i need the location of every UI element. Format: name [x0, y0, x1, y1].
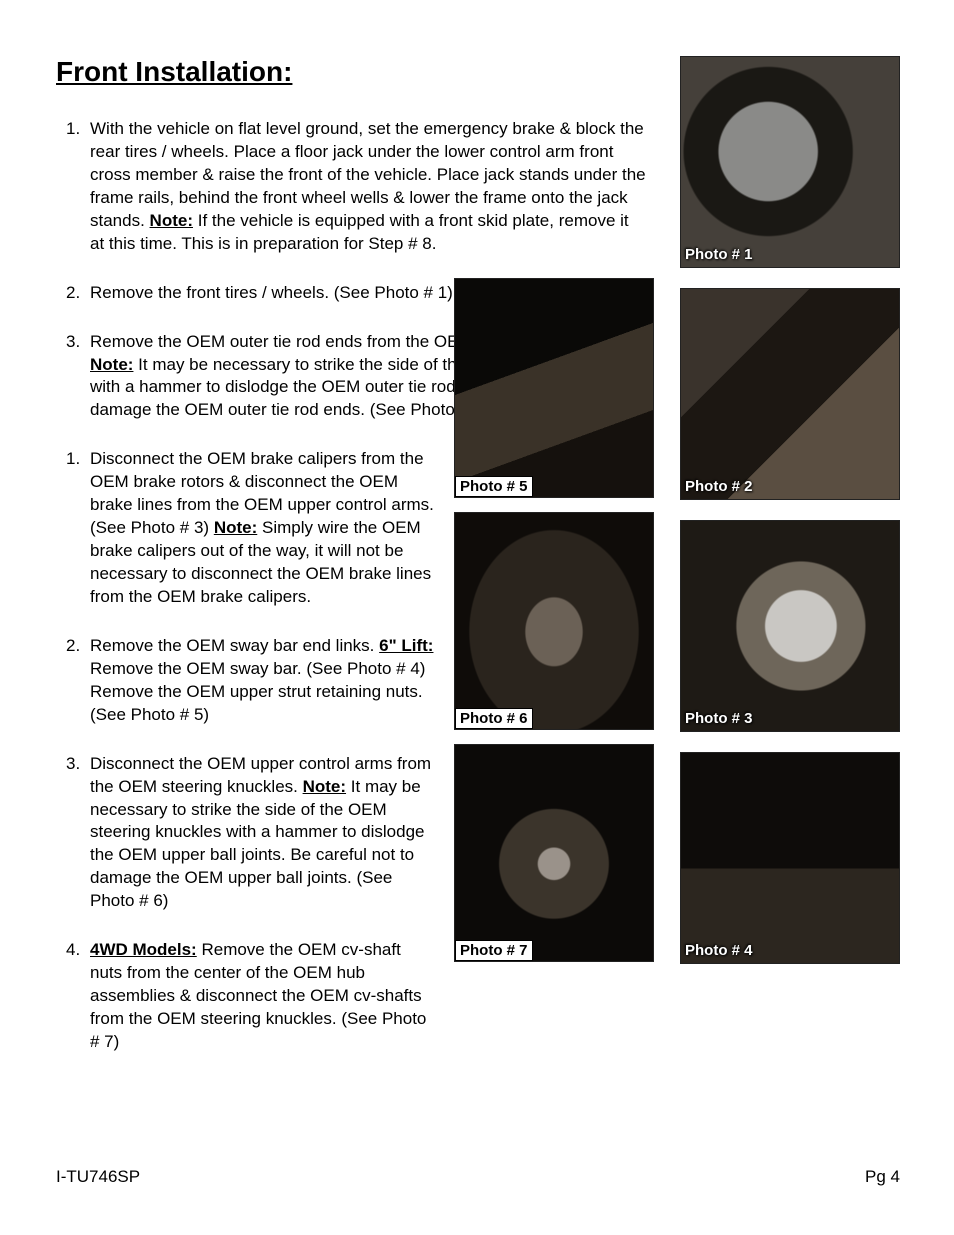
step-5: Remove the OEM sway bar end links. 6" Li…: [56, 635, 436, 727]
page-footer: I-TU746SP Pg 4: [56, 1167, 900, 1187]
photo-label: Photo # 2: [685, 478, 753, 495]
photo-1: Photo # 1: [680, 56, 900, 268]
photo-4: Photo # 4: [680, 752, 900, 964]
photo-image: [455, 279, 653, 497]
photo-image: [681, 753, 899, 963]
step-4: Disconnect the OEM brake calipers from t…: [56, 448, 436, 609]
photo-3: Photo # 3: [680, 520, 900, 732]
step-7: 4WD Models: Remove the OEM cv-shaft nuts…: [56, 939, 436, 1054]
photo-label: Photo # 7: [455, 940, 533, 961]
photo-image: [681, 521, 899, 731]
note-label: Note:: [214, 518, 257, 537]
photo-label: Photo # 3: [685, 710, 753, 727]
step-text: Remove the front tires / wheels. (See Ph…: [90, 283, 453, 302]
step-text: Remove the OEM sway bar end links.: [90, 636, 379, 655]
photo-5: Photo # 5: [454, 278, 654, 498]
photo-image: [681, 289, 899, 499]
step-text: Remove the OEM sway bar. (See Photo # 4)…: [90, 659, 425, 724]
photo-7: Photo # 7: [454, 744, 654, 962]
page-number: Pg 4: [865, 1167, 900, 1187]
mid-photo-column: Photo # 5 Photo # 6 Photo # 7: [454, 272, 654, 1080]
photo-label: Photo # 5: [455, 476, 533, 497]
step-text: It may be necessary to strike the side o…: [90, 777, 425, 911]
photo-image: [455, 745, 653, 961]
note-label: Note:: [90, 355, 133, 374]
doc-id: I-TU746SP: [56, 1167, 140, 1187]
photo-2: Photo # 2: [680, 288, 900, 500]
step-1: With the vehicle on flat level ground, s…: [56, 118, 646, 256]
photo-image: [455, 513, 653, 729]
photo-label: Photo # 1: [685, 246, 753, 263]
note-label: 4WD Models:: [90, 940, 197, 959]
photo-label: Photo # 6: [455, 708, 533, 729]
step-6: Disconnect the OEM upper control arms fr…: [56, 753, 436, 914]
photo-label: Photo # 4: [685, 942, 753, 959]
note-label: Note:: [303, 777, 346, 796]
note-label: Note:: [150, 211, 193, 230]
photo-6: Photo # 6: [454, 512, 654, 730]
right-photo-column: Photo # 1 Photo # 2 Photo # 3 Photo # 4: [680, 56, 900, 964]
note-label: 6" Lift:: [379, 636, 433, 655]
photo-image: [681, 57, 899, 267]
instruction-list-cont: Disconnect the OEM brake calipers from t…: [56, 448, 436, 1054]
